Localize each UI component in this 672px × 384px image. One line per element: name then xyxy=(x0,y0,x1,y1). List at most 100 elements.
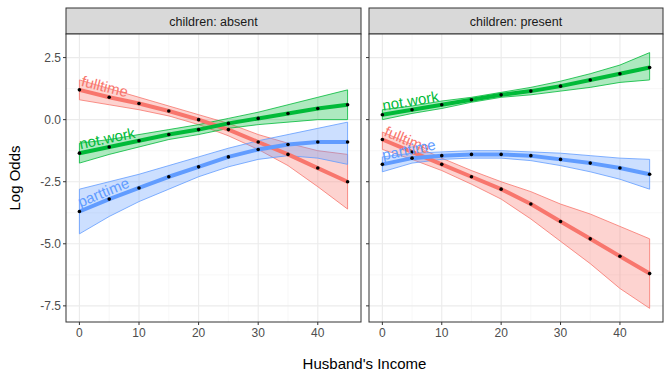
tick-mark xyxy=(63,119,66,120)
series-label: not.work xyxy=(381,87,440,113)
point xyxy=(227,128,231,132)
tick-mark xyxy=(366,305,369,306)
point xyxy=(529,202,533,206)
tick-mark xyxy=(63,243,66,244)
tick-mark xyxy=(441,322,442,325)
panel-border xyxy=(369,34,663,322)
point xyxy=(286,112,290,116)
grid-line xyxy=(198,34,199,322)
tick-label: 30 xyxy=(252,326,266,340)
point xyxy=(529,89,533,93)
tick-label: -2.5 xyxy=(40,175,61,189)
tick-mark xyxy=(198,322,199,325)
point xyxy=(167,133,171,137)
point xyxy=(316,166,320,170)
point xyxy=(559,158,563,162)
point xyxy=(588,237,592,241)
tick-mark xyxy=(63,181,66,182)
tick-mark xyxy=(366,57,369,58)
point xyxy=(440,103,444,107)
tick-mark xyxy=(63,57,66,58)
plot-area xyxy=(78,80,350,234)
tick-mark xyxy=(366,243,369,244)
grid-line xyxy=(369,305,663,306)
grid-line xyxy=(382,34,383,322)
grid-line xyxy=(66,243,361,244)
minor-grid xyxy=(66,274,361,275)
point xyxy=(499,153,503,157)
axis-title: Husband's Income xyxy=(303,355,427,372)
confidence-band xyxy=(382,132,649,308)
tick-mark xyxy=(139,322,140,325)
point xyxy=(137,102,141,106)
point xyxy=(137,186,141,190)
grid-line xyxy=(79,34,80,322)
panel-background xyxy=(66,34,361,322)
point xyxy=(648,272,652,276)
point xyxy=(286,143,290,147)
facet-title: children: present xyxy=(470,15,563,29)
point xyxy=(559,220,563,224)
point xyxy=(197,118,201,122)
point xyxy=(167,175,171,179)
point xyxy=(648,66,652,70)
series-line xyxy=(382,140,649,274)
tick-mark xyxy=(501,322,502,325)
tick-label: 20 xyxy=(192,326,206,340)
tick-mark xyxy=(317,322,318,325)
tick-mark xyxy=(560,322,561,325)
point xyxy=(316,107,320,111)
grid-line xyxy=(369,181,663,182)
grid-line xyxy=(66,305,361,306)
tick-label: 40 xyxy=(613,326,627,340)
point xyxy=(470,98,474,102)
grid-line xyxy=(560,34,561,322)
point xyxy=(256,148,260,152)
point xyxy=(618,254,622,258)
point xyxy=(499,187,503,191)
minor-grid xyxy=(369,212,663,213)
point xyxy=(529,154,533,158)
grid-line xyxy=(369,119,663,120)
point xyxy=(470,175,474,179)
point xyxy=(470,153,474,157)
facet-strip xyxy=(66,8,361,34)
plot-area xyxy=(381,53,652,309)
confidence-band xyxy=(382,53,649,120)
point xyxy=(256,140,260,144)
point xyxy=(256,117,260,121)
point xyxy=(227,155,231,159)
point xyxy=(227,122,231,126)
minor-grid xyxy=(228,34,229,322)
tick-mark xyxy=(258,322,259,325)
point xyxy=(167,109,171,113)
tick-label: -7.5 xyxy=(40,299,61,313)
confidence-band xyxy=(382,151,649,189)
point xyxy=(316,140,320,144)
tick-mark xyxy=(619,322,620,325)
grid-line xyxy=(258,34,259,322)
point xyxy=(197,165,201,169)
point xyxy=(618,72,622,76)
minor-grid xyxy=(412,34,413,322)
series-label: fulltime xyxy=(80,72,130,100)
series-label: parttime xyxy=(380,136,437,164)
tick-label: 0.0 xyxy=(44,113,61,127)
point xyxy=(648,172,652,176)
tick-mark xyxy=(366,181,369,182)
tick-label: 10 xyxy=(435,326,449,340)
tick-label: 10 xyxy=(132,326,146,340)
grid-line xyxy=(441,34,442,322)
point xyxy=(346,103,350,107)
tick-mark xyxy=(63,305,66,306)
point xyxy=(588,78,592,82)
minor-grid xyxy=(530,34,531,322)
minor-grid xyxy=(109,34,110,322)
facet-title: children: absent xyxy=(169,15,258,29)
point xyxy=(440,163,444,167)
point xyxy=(137,139,141,143)
point xyxy=(346,180,350,184)
background xyxy=(0,0,672,384)
facet-strip xyxy=(369,8,663,34)
point xyxy=(440,154,444,158)
